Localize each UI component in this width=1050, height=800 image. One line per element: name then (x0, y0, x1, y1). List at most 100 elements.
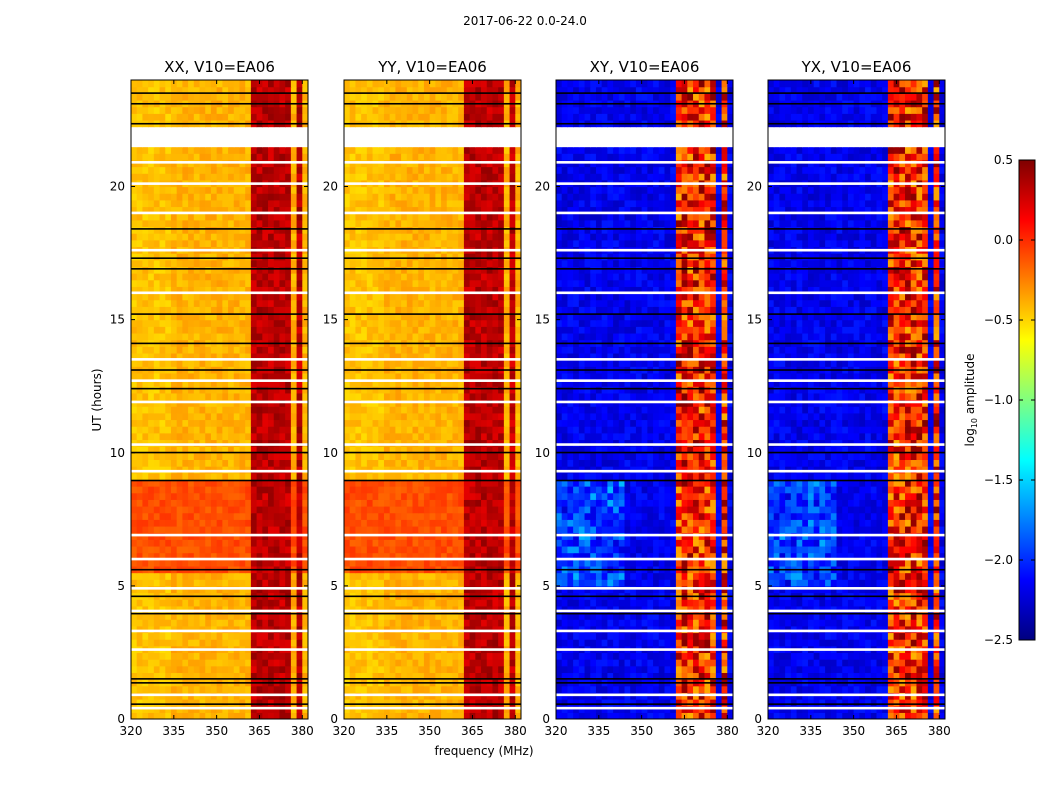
heatmap-cell (302, 539, 308, 547)
heatmap-cell (193, 133, 201, 141)
heatmap-cell (492, 419, 499, 427)
heatmap-cell (412, 359, 419, 367)
heatmap-cell (153, 299, 161, 307)
heatmap-cell (136, 712, 144, 719)
heatmap-cell (441, 639, 448, 647)
heatmap-cell (418, 519, 425, 527)
heatmap-cell (210, 619, 218, 627)
heatmap-cell (233, 273, 241, 281)
heatmap-cell (250, 559, 258, 567)
heatmap-cell (429, 685, 436, 693)
heatmap-cell (446, 552, 454, 560)
heatmap-cell (469, 419, 476, 427)
heatmap-cell (170, 199, 178, 208)
heatmap-cell (406, 492, 414, 500)
heatmap-cell (136, 619, 144, 627)
heatmap-cell (250, 219, 258, 228)
heatmap-cell (296, 186, 303, 194)
heatmap-cell (401, 545, 408, 554)
heatmap-cell (509, 306, 516, 314)
heatmap-cell (165, 273, 172, 281)
heatmap-cell (458, 559, 465, 567)
heatmap-cell (302, 379, 308, 387)
panel-title-xy: XY, V10=EA06 (589, 58, 700, 76)
heatmap-cell (250, 492, 258, 500)
heatmap-cell (205, 545, 212, 554)
heatmap-cell (136, 685, 144, 693)
heatmap-cell (193, 452, 201, 461)
heatmap-cell (245, 665, 252, 674)
heatmap-cell (492, 372, 499, 381)
heatmap-cell (302, 472, 308, 480)
heatmap-cell (423, 406, 431, 414)
heatmap-cell (199, 412, 206, 421)
heatmap-cell (503, 685, 511, 693)
heatmap-cell (205, 233, 212, 241)
heatmap-cell (131, 173, 138, 181)
heatmap-cell (515, 605, 521, 614)
heatmap-cell (148, 466, 155, 474)
heatmap-cell (216, 539, 223, 547)
heatmap-cell (256, 139, 263, 148)
heatmap-cell (148, 672, 155, 680)
heatmap-cell (475, 372, 482, 381)
heatmap-cell (165, 173, 172, 181)
heatmap-cell (159, 652, 166, 660)
heatmap-cell (182, 93, 189, 101)
heatmap-cell (262, 293, 269, 301)
heatmap-cell (418, 506, 425, 514)
heatmap-cell (515, 426, 521, 434)
heatmap-cell (216, 279, 223, 287)
heatmap-cell (273, 206, 281, 214)
heatmap-cell (153, 379, 161, 387)
heatmap-cell (182, 699, 189, 707)
heatmap-cell (366, 712, 374, 719)
heatmap-cell (509, 352, 516, 361)
heatmap-cell (296, 432, 303, 441)
heatmap-cell (233, 559, 241, 567)
heatmap-cell (210, 652, 218, 660)
heatmap-cell (245, 259, 252, 267)
heatmap-cell (423, 499, 431, 507)
heatmap-cell (401, 299, 408, 307)
heatmap-cell (446, 426, 454, 434)
heatmap-cell (486, 486, 494, 494)
heatmap-cell (273, 253, 281, 261)
heatmap-cell (302, 486, 308, 494)
heatmap-cell (395, 619, 402, 627)
heatmap-cell (250, 299, 258, 307)
heatmap-cell (148, 139, 155, 148)
heatmap-cell (481, 499, 488, 507)
heatmap-cell (245, 439, 252, 447)
heatmap-cell (176, 126, 183, 134)
heatmap-cell (176, 559, 183, 567)
heatmap-cell (142, 506, 149, 514)
heatmap-cell (503, 359, 511, 367)
heatmap-cell (256, 326, 263, 334)
heatmap-cell (148, 432, 155, 441)
heatmap-cell (290, 452, 298, 461)
heatmap-cell (378, 599, 385, 607)
heatmap-cell (188, 519, 195, 527)
heatmap-cell (256, 659, 263, 667)
heatmap-cell (344, 712, 351, 719)
heatmap-cell (142, 226, 149, 234)
heatmap-cell (349, 525, 357, 534)
heatmap-cell (268, 332, 275, 341)
heatmap-cell (239, 599, 246, 607)
heatmap-cell (418, 572, 425, 580)
heatmap-cell (366, 559, 374, 567)
heatmap-cell (383, 572, 391, 580)
heatmap-cell (383, 552, 391, 560)
heatmap-cell (182, 579, 189, 587)
heatmap-cell (233, 299, 241, 307)
heatmap-cell (498, 412, 505, 421)
heatmap-cell (239, 293, 246, 301)
heatmap-cell (366, 412, 374, 421)
heatmap-cell (285, 146, 292, 154)
heatmap-cell (268, 266, 275, 274)
heatmap-cell (481, 639, 488, 647)
heatmap-cell (256, 319, 263, 327)
heatmap-cell (245, 206, 252, 214)
